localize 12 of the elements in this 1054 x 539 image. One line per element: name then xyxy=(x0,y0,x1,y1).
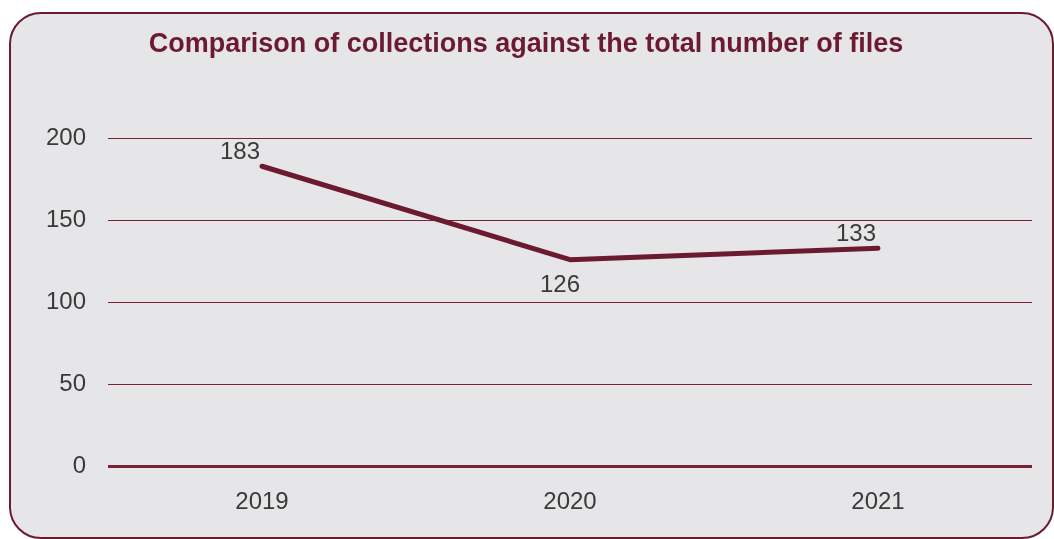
y-tick-label: 100 xyxy=(45,286,86,314)
y-tick-label: 200 xyxy=(45,123,86,151)
x-tick-label: 2019 xyxy=(235,487,289,515)
y-tick-label: 0 xyxy=(72,450,86,478)
data-label: 133 xyxy=(835,218,877,246)
data-label: 126 xyxy=(539,270,581,298)
chart-title: Comparison of collections against the total number of files xyxy=(148,27,904,58)
data-label: 183 xyxy=(219,136,261,164)
y-tick-label: 150 xyxy=(45,204,86,232)
x-tick-label: 2021 xyxy=(851,487,905,515)
x-tick-label: 2020 xyxy=(543,487,597,515)
y-tick-label: 50 xyxy=(59,368,86,396)
